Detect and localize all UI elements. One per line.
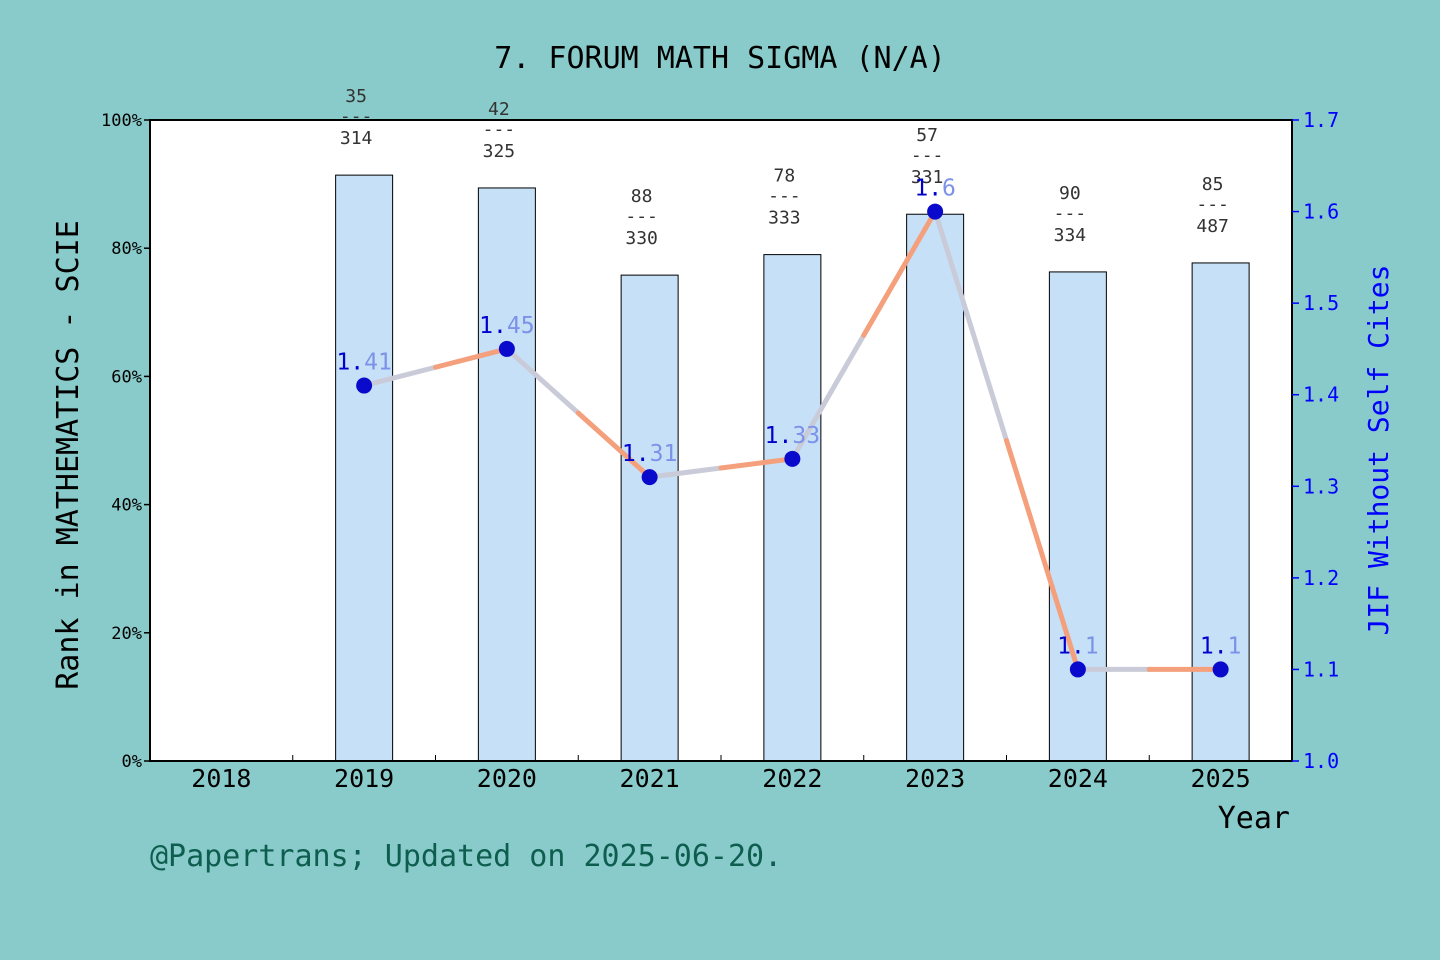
line-point [1212, 661, 1229, 678]
bar-label-separator: --- [483, 119, 516, 140]
x-tick-label: 2018 [191, 764, 251, 793]
x-axis-label: Year [1218, 801, 1290, 836]
right-axis-ticks: 1.0 1.1 1.2 1.3 1.4 1.5 1.6 1.7 [1292, 108, 1339, 773]
bar-label-separator: --- [340, 106, 373, 127]
point-value-label: 1.1 [1057, 633, 1099, 659]
x-tick-label: 2021 [620, 764, 680, 793]
bar-label-separator: --- [625, 206, 658, 227]
chart-title: 7. FORUM MATH SIGMA (N/A) [494, 41, 946, 76]
bar-label-rank: 85 [1202, 174, 1224, 195]
line-segment-far [575, 410, 653, 480]
bar-label-total: 333 [768, 208, 801, 229]
bar-label-total: 330 [625, 228, 658, 249]
line-point [498, 340, 515, 357]
bars-group [335, 174, 1250, 762]
x-axis-ticks: 2018 2019 2020 2021 2022 2023 2024 2025 [191, 755, 1251, 793]
bar [906, 213, 965, 762]
x-tick-label: 2022 [762, 764, 822, 793]
x-tick-label: 2019 [334, 764, 394, 793]
bar-label-rank: 57 [916, 125, 938, 146]
line-segment-far [1004, 438, 1081, 672]
right-tick-label: 1.7 [1303, 108, 1339, 132]
point-value-label: 1.33 [765, 423, 820, 449]
point-value-label: 1.31 [622, 441, 677, 467]
right-tick-label: 1.2 [1303, 566, 1339, 590]
line-segment-near [361, 364, 438, 389]
left-tick-label: 40% [111, 496, 142, 516]
bar-label-separator: --- [768, 186, 801, 207]
right-tick-label: 1.0 [1303, 749, 1339, 773]
x-tick-label: 2025 [1191, 764, 1251, 793]
line-point [641, 469, 658, 486]
bar-label-total: 314 [340, 128, 373, 149]
bar-label-total: 487 [1196, 216, 1229, 237]
point-value-label: 1.41 [336, 350, 391, 376]
bar [1191, 262, 1250, 762]
bar [335, 174, 394, 762]
left-axis-ticks: 0% 20% 40% 60% 80% 100% [101, 111, 150, 772]
right-tick-label: 1.1 [1303, 657, 1339, 681]
bar-label-total: 334 [1054, 225, 1087, 246]
line-point [927, 203, 944, 220]
line-segment-far [433, 346, 510, 370]
bar [763, 254, 822, 762]
bar [620, 274, 679, 762]
line-segment-near [504, 346, 581, 416]
bar [477, 187, 536, 762]
line-segment-near [789, 332, 867, 462]
bar-label-rank: 78 [774, 166, 796, 187]
bar-label-rank: 90 [1059, 183, 1081, 204]
bar-label-total: 325 [483, 141, 516, 162]
line-group [356, 203, 1229, 678]
bar-label-rank: 35 [345, 86, 367, 107]
right-tick-label: 1.5 [1303, 291, 1339, 315]
x-tick-label: 2023 [905, 764, 965, 793]
point-labels-group: 1.41 1.45 1.31 1.33 1.6 1.1 1.1 [336, 176, 1241, 660]
line-segment-near [647, 465, 724, 480]
point-value-label: 1.45 [479, 313, 534, 339]
line-point [784, 450, 801, 467]
point-value-label: 1.6 [914, 176, 956, 202]
left-tick-label: 60% [111, 367, 142, 387]
x-tick-label: 2024 [1048, 764, 1108, 793]
footer-credit: @Papertrans; Updated on 2025-06-20. [150, 839, 782, 874]
bar-label-rank: 88 [631, 186, 653, 207]
y-axis-label-right: JIF Without Self Cites [1362, 265, 1395, 636]
right-tick-label: 1.3 [1303, 474, 1339, 498]
right-tick-label: 1.4 [1303, 383, 1339, 407]
bar-label-separator: --- [1196, 194, 1229, 215]
line-segment-near [932, 209, 1009, 443]
line-point [356, 377, 373, 394]
point-value-label: 1.1 [1200, 633, 1242, 659]
left-tick-label: 100% [101, 111, 142, 131]
line-point [1069, 661, 1086, 678]
right-tick-label: 1.6 [1303, 200, 1339, 224]
bar-label-separator: --- [911, 145, 944, 166]
left-tick-label: 80% [111, 239, 142, 259]
bar-label-rank: 42 [488, 99, 510, 120]
line-segment-far [718, 456, 795, 471]
x-tick-label: 2020 [477, 764, 537, 793]
left-tick-label: 20% [111, 624, 142, 644]
left-tick-label: 0% [122, 752, 142, 772]
y-axis-label-left: Rank in MATHEMATICS - SCIE [51, 220, 86, 690]
bar [1048, 271, 1107, 762]
line-segment-far [861, 209, 938, 338]
bar-label-total: 331 [911, 167, 944, 188]
bar-label-separator: --- [1054, 203, 1087, 224]
plot-area [150, 120, 1292, 761]
bar-labels-group: 35---31442---32588---33078---33357---331… [340, 86, 1229, 249]
